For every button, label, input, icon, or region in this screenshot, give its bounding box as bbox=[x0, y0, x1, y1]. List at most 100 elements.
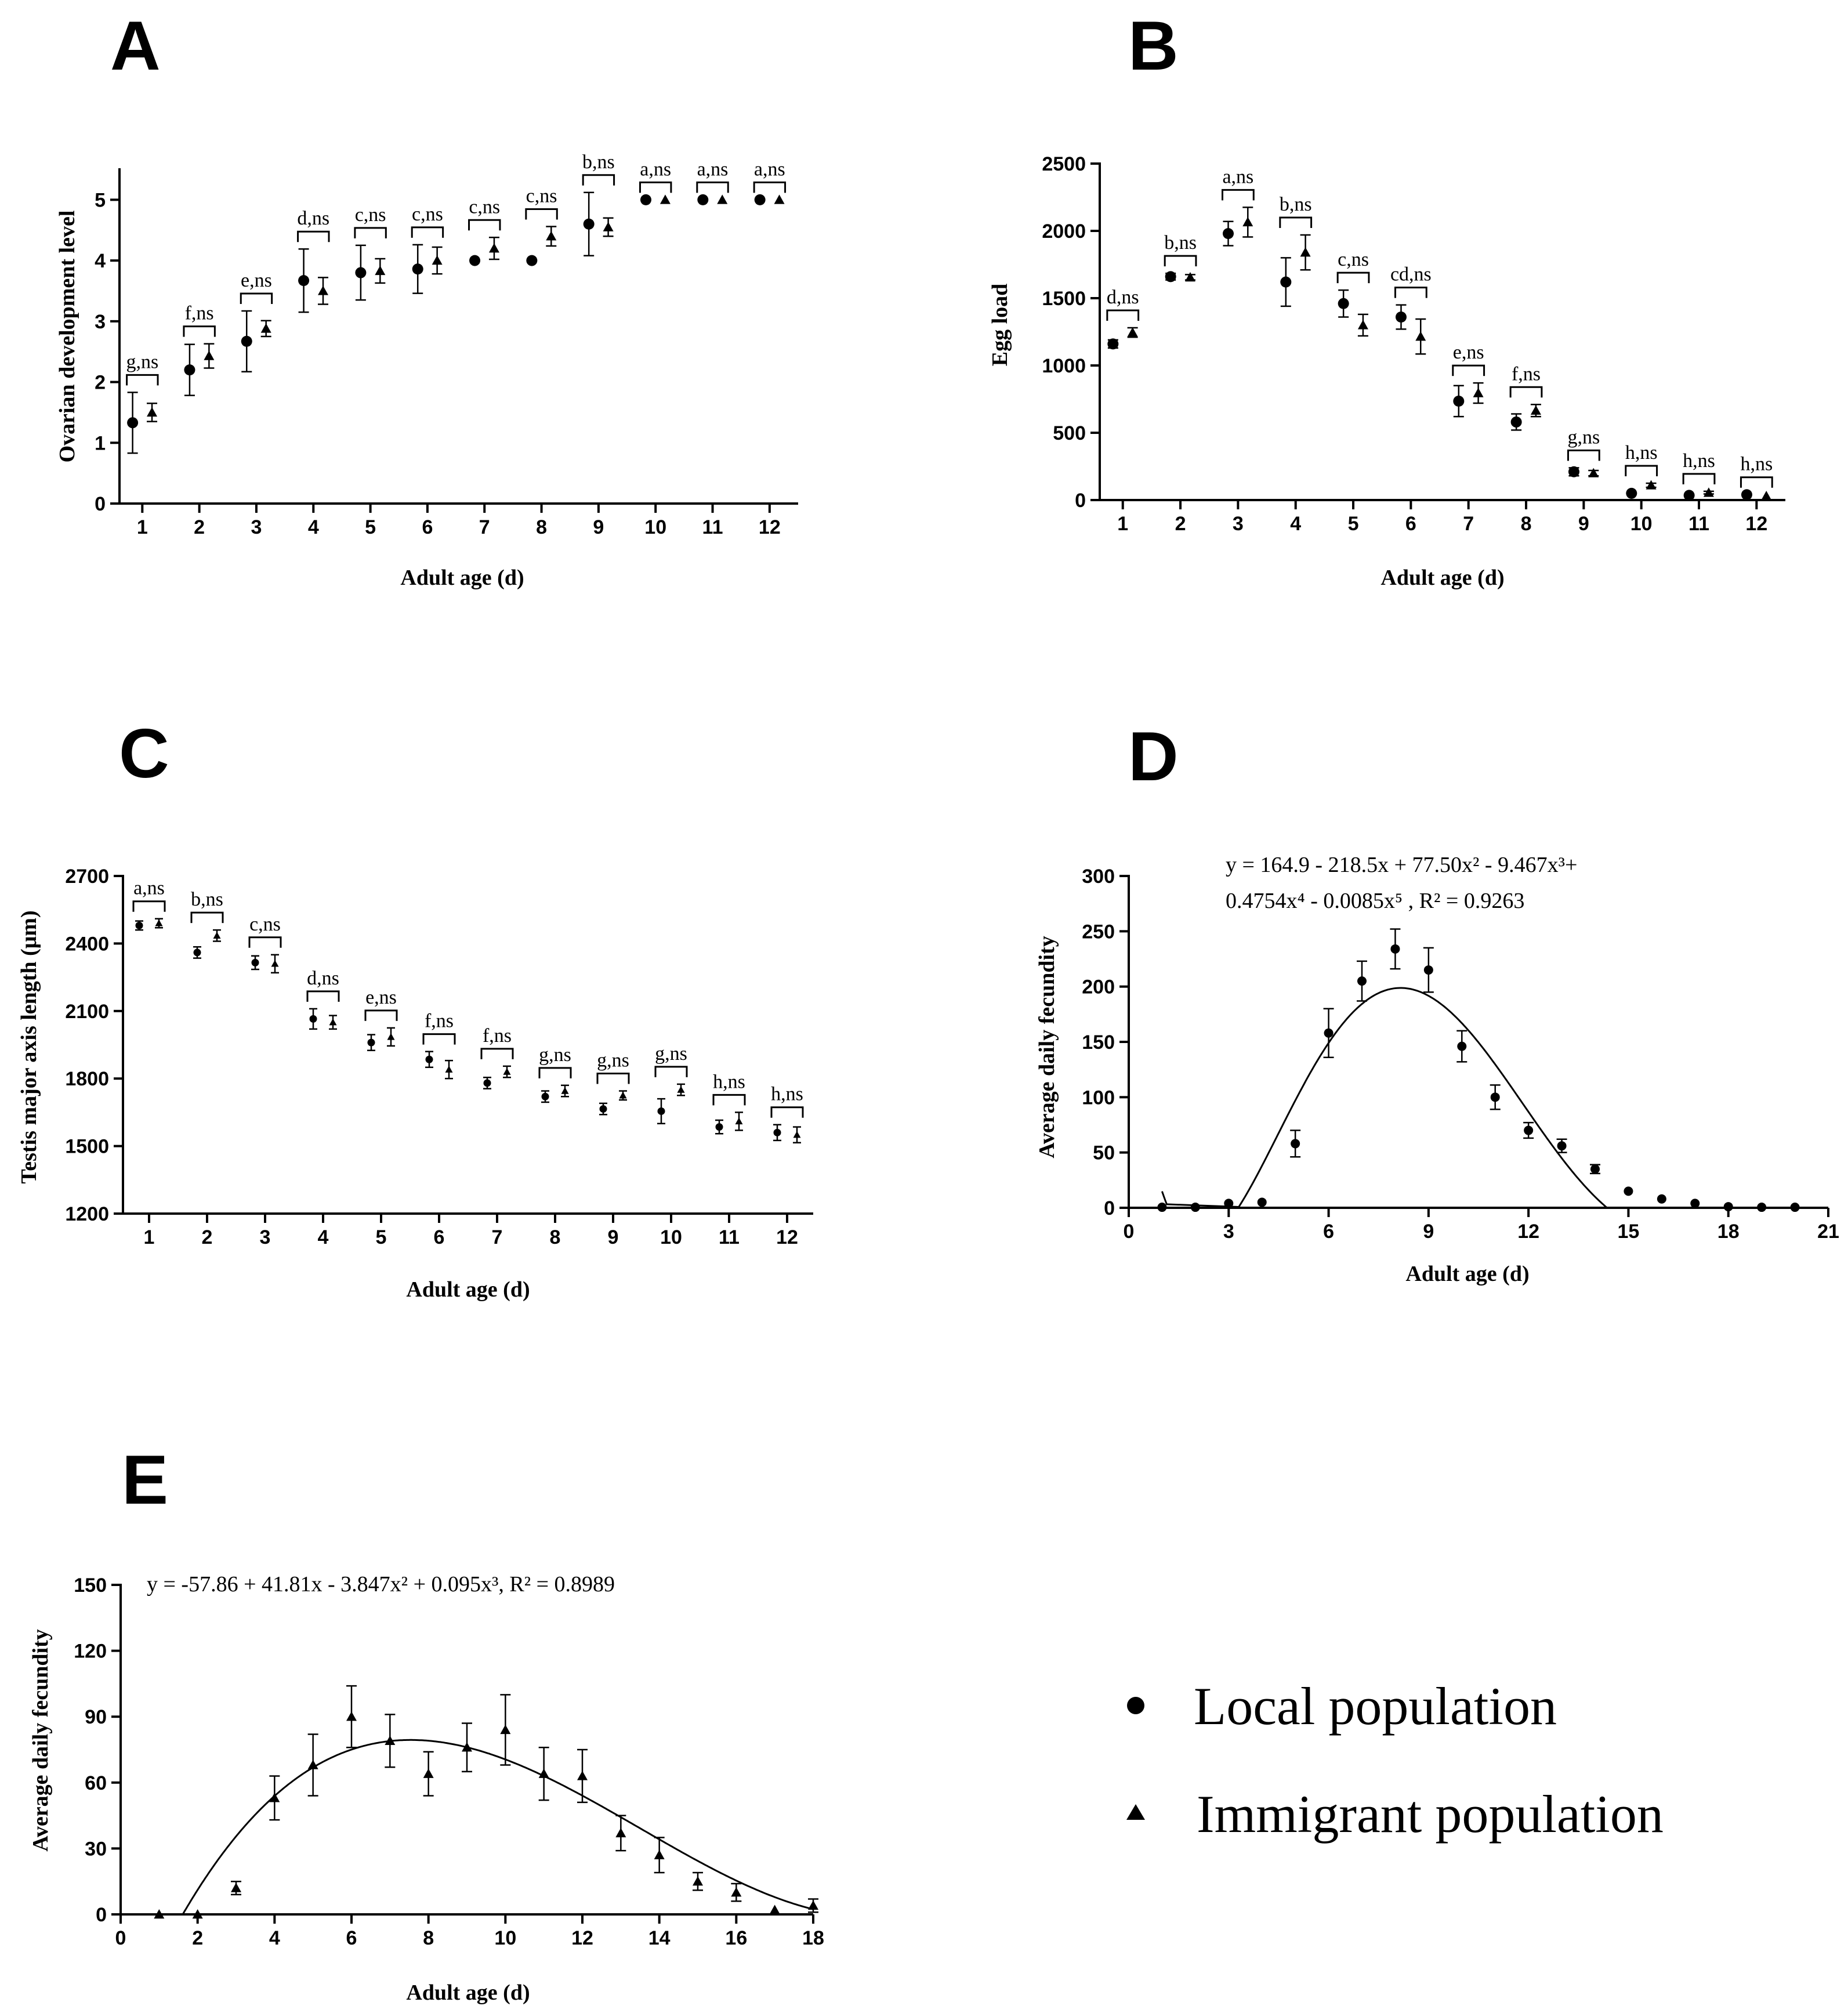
panel-b-immigrant-point bbox=[1415, 331, 1426, 341]
panel-b-x-tick-label: 7 bbox=[1463, 513, 1474, 535]
panel-b-local-point bbox=[1453, 395, 1465, 407]
panel-e-y-tick-label: 90 bbox=[85, 1706, 107, 1728]
panel-a-y-tick-label: 5 bbox=[95, 189, 106, 211]
panel-d-x-tick-label: 12 bbox=[1517, 1221, 1539, 1243]
panel-b-sig-label: e,ns bbox=[1453, 342, 1484, 363]
panel-b-sig-bracket bbox=[1394, 287, 1427, 298]
panel-b-label: B bbox=[1128, 7, 1179, 85]
panel-b-x-tick-label: 12 bbox=[1745, 513, 1767, 535]
panel-b-immigrant-point bbox=[1473, 388, 1484, 397]
panel-d-fit-curve bbox=[1161, 987, 1607, 1208]
panel-d-local-point bbox=[1757, 1203, 1767, 1212]
panel-a-x-tick-label: 7 bbox=[479, 516, 490, 538]
panel-d-local-point bbox=[1723, 1202, 1733, 1212]
panel-b-sig-label: a,ns bbox=[1222, 166, 1253, 187]
legend: Local population Immigrant population bbox=[1126, 1677, 1664, 1844]
panel-d-local-point bbox=[1224, 1199, 1234, 1208]
panel-c-sig-label: e,ns bbox=[365, 987, 397, 1008]
panel-a-immigrant-point bbox=[147, 407, 158, 417]
panel-d-local-point bbox=[1524, 1125, 1534, 1135]
panel-b-sig-label: cd,ns bbox=[1390, 264, 1432, 285]
panel-e-x-tick-label: 14 bbox=[648, 1927, 671, 1949]
panel-c-sig-bracket bbox=[480, 1048, 514, 1059]
panel-c-sig-label: a,ns bbox=[133, 878, 165, 899]
panel-c-immigrant-point bbox=[387, 1033, 395, 1040]
panel-a-sig-bracket bbox=[639, 181, 672, 193]
panel-d-x-tick-label: 15 bbox=[1618, 1221, 1640, 1243]
panel-c-local-point bbox=[367, 1038, 375, 1047]
panel-c-immigrant-point bbox=[445, 1066, 453, 1073]
panel-c-local-point bbox=[483, 1079, 491, 1087]
panel-c-local-point bbox=[715, 1123, 723, 1131]
panel-c-local-point bbox=[773, 1128, 781, 1136]
panel-b-local-point bbox=[1510, 416, 1522, 428]
panel-a-x-tick-label: 11 bbox=[702, 516, 723, 538]
panel-b-y-tick-label: 2500 bbox=[1042, 153, 1086, 175]
panel-e-x-tick-label: 10 bbox=[494, 1927, 516, 1949]
panel-b-y-tick-label: 0 bbox=[1075, 490, 1086, 512]
panel-a-local-point bbox=[526, 255, 538, 266]
panel-c-ylabel: Testis major axis length (μm) bbox=[17, 910, 41, 1183]
panel-b-immigrant-point bbox=[1357, 320, 1368, 330]
panel-a-y-tick-label: 0 bbox=[95, 493, 106, 515]
panel-a-immigrant-point bbox=[488, 243, 499, 253]
panel-b-immigrant-point bbox=[1588, 468, 1599, 477]
panel-e-y-tick-label: 60 bbox=[85, 1772, 107, 1794]
panel-c-local-point bbox=[135, 921, 143, 929]
panel-c-x-tick-label: 7 bbox=[492, 1226, 503, 1248]
panel-c-x-tick-label: 11 bbox=[719, 1226, 740, 1248]
panel-a-x-tick-label: 5 bbox=[365, 516, 376, 538]
panel-e-immigrant-point bbox=[538, 1768, 549, 1778]
panel-c-immigrant-point bbox=[503, 1068, 511, 1075]
panel-e-x-tick-label: 18 bbox=[802, 1927, 824, 1949]
panel-b-immigrant-point bbox=[1300, 247, 1311, 257]
legend-circle-marker bbox=[1127, 1697, 1144, 1714]
panel-a-x-tick-label: 2 bbox=[194, 516, 205, 538]
panel-a-sig-bracket bbox=[354, 227, 387, 238]
panel-b-sig-bracket bbox=[1222, 189, 1255, 201]
panel-a-sig-bracket bbox=[468, 219, 501, 231]
panel-c-immigrant-point bbox=[735, 1117, 743, 1125]
panel-b-local-point bbox=[1338, 298, 1349, 309]
panel-b-sig-bracket bbox=[1106, 309, 1140, 321]
panel-c-local-point bbox=[309, 1015, 317, 1023]
panel-c-sig-label: d,ns bbox=[307, 968, 339, 989]
panel-c-immigrant-point bbox=[619, 1091, 627, 1099]
panel-d-y-tick-label: 300 bbox=[1082, 866, 1115, 888]
panel-e: E 0 30 60 90 120 150 0 2 4 6 8 10 12 14 16 18 y = -57.8… bbox=[28, 1441, 824, 2005]
panel-a-sig-label: c,ns bbox=[412, 204, 443, 225]
panel-b-sig-bracket bbox=[1625, 465, 1658, 476]
panel-b-sig-label: f,ns bbox=[1512, 363, 1541, 385]
panel-d-x-tick-label: 0 bbox=[1124, 1221, 1135, 1243]
panel-e-y-tick-label: 120 bbox=[74, 1641, 107, 1663]
panel-e-immigrant-point bbox=[346, 1711, 357, 1721]
panel-e-immigrant-point bbox=[307, 1759, 318, 1769]
panel-e-plot: 0 30 60 90 120 150 0 2 4 6 8 10 12 14 16 18 bbox=[74, 1574, 824, 1949]
panel-c-immigrant-point bbox=[213, 932, 221, 939]
panel-a-x-tick-label: 10 bbox=[644, 516, 666, 538]
panel-e-immigrant-point bbox=[462, 1742, 472, 1752]
panel-c-x-tick-label: 1 bbox=[144, 1226, 155, 1248]
panel-a-x-tick-label: 4 bbox=[308, 516, 319, 538]
panel-d-local-point bbox=[1457, 1041, 1467, 1051]
panel-a-local-point bbox=[412, 263, 423, 275]
panel-d-local-point bbox=[1423, 965, 1433, 975]
panel-a-local-point bbox=[355, 267, 367, 278]
panel-b-x-tick-label: 2 bbox=[1175, 513, 1186, 535]
panel-a-sig-bracket bbox=[582, 174, 615, 186]
panel-b-sig-bracket bbox=[1452, 364, 1485, 376]
panel-e-immigrant-point bbox=[693, 1876, 703, 1886]
panel-c-local-point bbox=[193, 948, 201, 957]
panel-c-x-tick-label: 5 bbox=[376, 1226, 387, 1248]
panel-c-sig-bracket bbox=[364, 1009, 398, 1021]
panel-a-immigrant-point bbox=[660, 194, 671, 204]
panel-b-immigrant-point bbox=[1184, 272, 1195, 282]
panel-b-x-tick-label: 3 bbox=[1233, 513, 1244, 535]
panel-a-sig-label: d,ns bbox=[297, 208, 329, 229]
panel-a-immigrant-point bbox=[717, 194, 728, 204]
panel-e-x-tick-label: 8 bbox=[423, 1927, 434, 1949]
panel-b-local-point bbox=[1568, 466, 1579, 477]
panel-e-immigrant-point bbox=[500, 1724, 511, 1735]
